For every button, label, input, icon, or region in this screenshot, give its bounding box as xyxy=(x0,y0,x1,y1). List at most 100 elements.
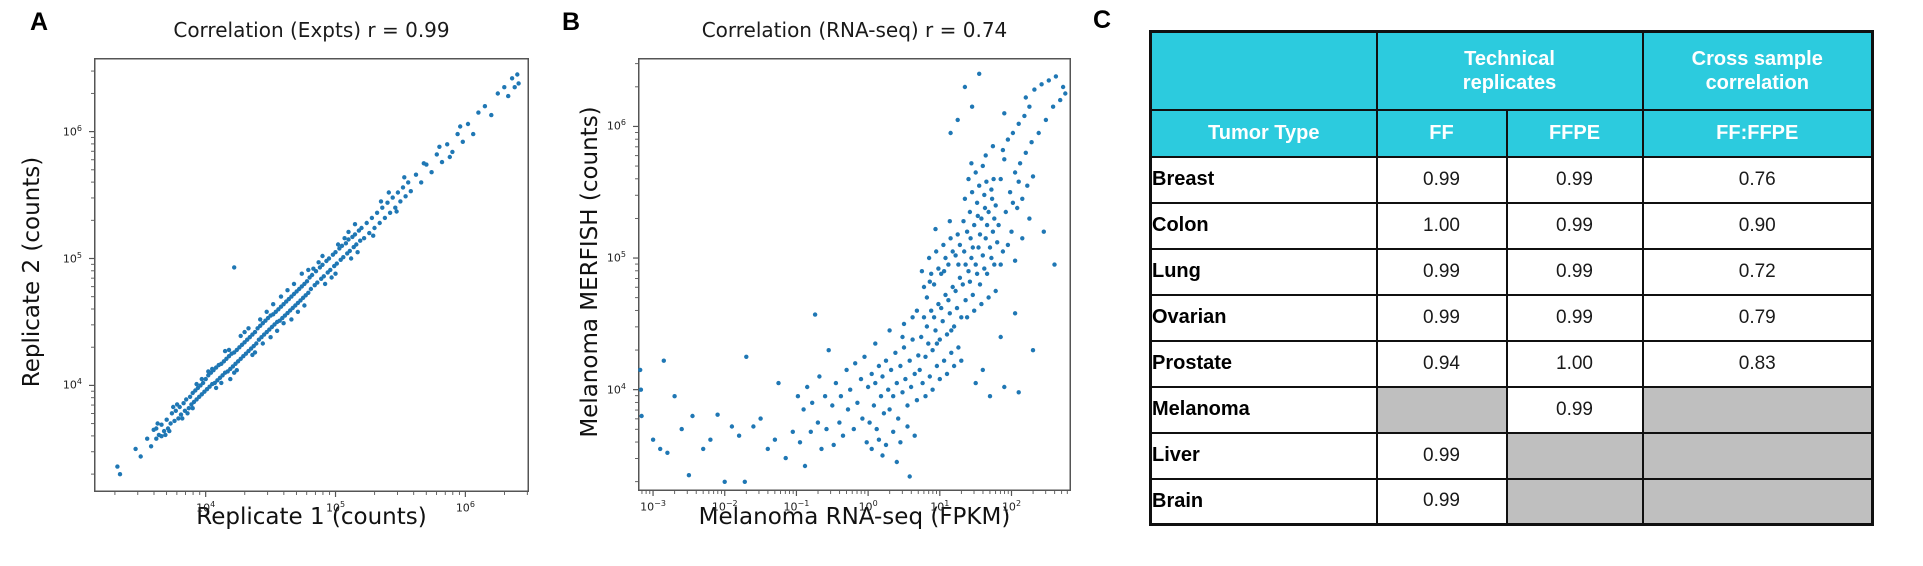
x-axis-ticks xyxy=(652,491,1013,496)
cell-ff:ffpe: 0.72 xyxy=(1641,247,1874,296)
data-point xyxy=(161,428,167,434)
col-header-tumor-type: Tumor Type xyxy=(1149,108,1378,158)
data-point xyxy=(964,229,970,234)
data-point xyxy=(912,371,917,377)
data-point xyxy=(299,271,304,276)
data-point xyxy=(206,369,211,374)
data-point xyxy=(853,361,858,366)
data-point xyxy=(887,407,892,412)
data-point xyxy=(937,376,942,382)
data-point xyxy=(808,429,813,434)
data-point xyxy=(950,249,955,254)
data-point xyxy=(232,265,237,270)
panel-b-scatter-plot xyxy=(633,58,1071,496)
table-row: Prostate 0.94 1.00 0.83 xyxy=(1149,339,1874,388)
table-row: Lung 0.99 0.99 0.72 xyxy=(1149,247,1874,296)
data-point xyxy=(970,292,975,298)
cell-ffpe: 0.99 xyxy=(1505,385,1644,434)
data-point xyxy=(905,424,910,429)
data-point xyxy=(308,286,314,292)
data-point xyxy=(995,240,1000,245)
data-point xyxy=(271,302,276,307)
data-point xyxy=(1046,78,1051,83)
data-point xyxy=(347,248,352,254)
data-point xyxy=(943,292,948,298)
data-point xyxy=(797,440,803,445)
data-point xyxy=(367,230,372,236)
data-point xyxy=(515,72,520,77)
data-point xyxy=(956,262,961,267)
data-point xyxy=(926,255,932,261)
data-point xyxy=(400,185,406,190)
data-point xyxy=(772,437,778,442)
data-point xyxy=(983,153,988,158)
data-point xyxy=(154,436,159,441)
data-point xyxy=(980,163,985,169)
data-point xyxy=(992,216,997,221)
data-point xyxy=(805,384,810,390)
x-tick-label: 106 xyxy=(455,500,475,515)
data-point xyxy=(1015,205,1020,211)
data-point xyxy=(924,324,930,329)
data-point xyxy=(458,124,463,129)
data-point xyxy=(905,403,910,408)
data-point xyxy=(933,328,938,333)
data-point xyxy=(413,172,419,177)
data-point xyxy=(661,358,666,363)
data-point xyxy=(894,459,899,465)
data-point xyxy=(339,243,345,248)
panel-b-x-axis-label: Melanoma RNA-seq (FPKM) xyxy=(698,504,1011,530)
data-point xyxy=(996,222,1001,228)
data-point xyxy=(982,266,987,271)
data-point xyxy=(447,154,452,160)
data-point xyxy=(222,348,228,354)
x-tick-label: 102 xyxy=(1001,499,1022,514)
data-point xyxy=(776,380,781,386)
data-point xyxy=(658,446,663,452)
data-point xyxy=(946,298,951,303)
cell-ff: 0.99 xyxy=(1375,247,1508,296)
data-point xyxy=(1063,91,1068,96)
data-point xyxy=(482,104,488,109)
data-point xyxy=(639,413,644,419)
data-point xyxy=(133,446,138,452)
data-point xyxy=(901,345,907,350)
y-axis-minor-ticks xyxy=(91,70,94,475)
corner-cell xyxy=(1149,30,1378,111)
data-point xyxy=(898,440,903,445)
data-point xyxy=(690,413,695,419)
data-point xyxy=(278,294,284,299)
panel-a-title: Correlation (Expts) r = 0.99 xyxy=(173,18,450,42)
cell-ffpe xyxy=(1505,431,1644,480)
data-point xyxy=(990,144,996,149)
data-point xyxy=(984,271,990,276)
data-point xyxy=(824,426,829,432)
data-point xyxy=(986,295,991,300)
cell-ff:ffpe: 0.79 xyxy=(1641,293,1874,342)
data-point xyxy=(460,139,465,144)
data-point xyxy=(1005,242,1011,248)
data-point xyxy=(898,363,903,369)
data-point xyxy=(419,180,424,185)
x-tick-label: 10−1 xyxy=(783,499,810,514)
data-point xyxy=(174,402,180,407)
data-point xyxy=(509,76,515,81)
x-tick-label: 104 xyxy=(196,500,216,515)
data-point xyxy=(949,328,954,333)
data-point xyxy=(880,374,885,379)
correlation-table: Technical replicates Cross sample correl… xyxy=(1149,30,1874,526)
data-point xyxy=(320,262,325,267)
x-tick-label: 10−3 xyxy=(640,499,666,514)
data-point xyxy=(838,394,844,399)
data-point xyxy=(923,354,928,359)
y-tick-label: 106 xyxy=(606,118,626,134)
cell-ff: 0.99 xyxy=(1375,293,1508,342)
data-point xyxy=(891,429,896,434)
cell-ff:ffpe xyxy=(1641,385,1874,434)
data-point xyxy=(802,463,808,469)
data-point xyxy=(815,420,821,425)
data-point xyxy=(378,199,384,204)
data-point xyxy=(445,142,450,147)
data-point xyxy=(390,195,395,200)
data-point xyxy=(948,130,953,136)
